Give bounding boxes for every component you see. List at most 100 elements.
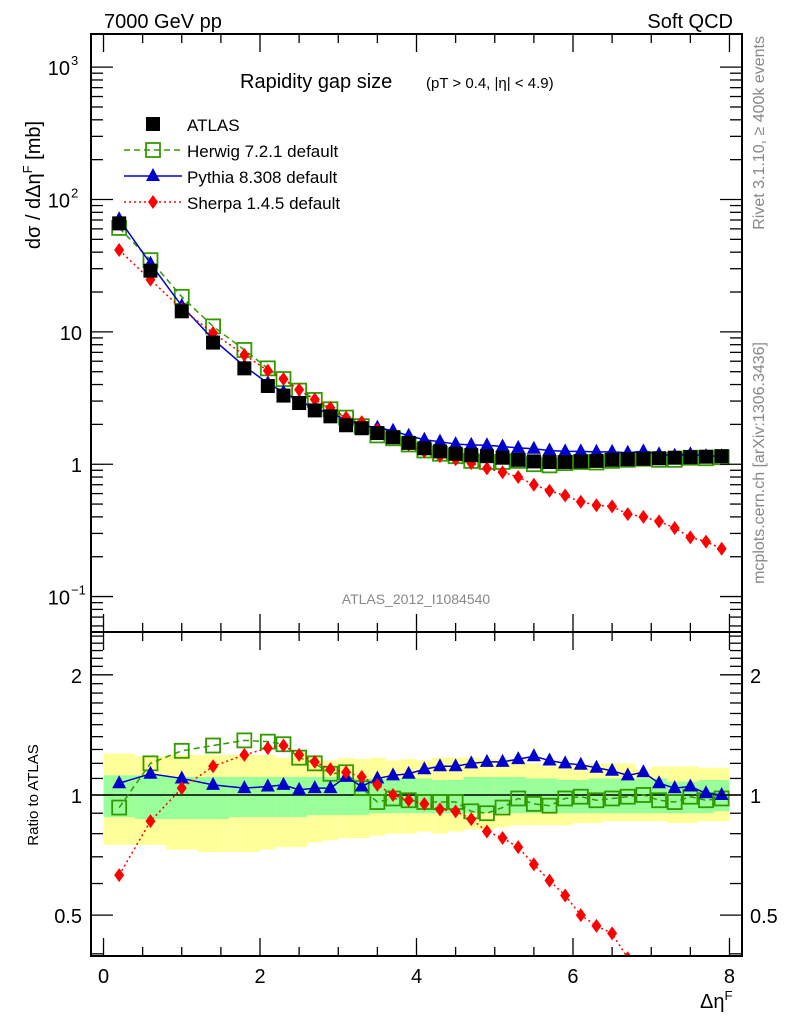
data-point (278, 738, 289, 753)
data-point (309, 392, 320, 407)
data-point (560, 888, 571, 903)
data-point (401, 765, 416, 779)
data-point (638, 509, 649, 524)
data-point (114, 868, 125, 883)
axes-frames (90, 33, 743, 957)
data-point (526, 748, 541, 762)
data-point (699, 785, 714, 799)
data-point (236, 732, 253, 749)
data-point (605, 452, 620, 467)
data-point (513, 470, 524, 485)
data-point (560, 488, 571, 503)
data-point (464, 436, 479, 450)
data-point (620, 767, 635, 781)
data-point (701, 534, 712, 549)
data-point (542, 442, 557, 456)
data-point (558, 454, 573, 469)
data-point (372, 777, 383, 792)
data-point (589, 443, 604, 457)
data-point (448, 446, 463, 461)
data-point (624, 951, 632, 956)
data-point (651, 792, 667, 809)
data-point (260, 378, 275, 393)
data-point (276, 388, 291, 403)
legend-label: Pythia 8.308 default (187, 168, 338, 187)
ratio-y-tick-label-right: 2 (750, 666, 761, 688)
data-point (591, 918, 602, 933)
band-stat-bin (338, 776, 354, 816)
data-point (511, 751, 526, 765)
data-point (479, 449, 494, 464)
main-series-pythia (112, 211, 729, 462)
data-point (323, 409, 338, 424)
data-point (370, 770, 385, 784)
data-point (605, 762, 620, 776)
data-point (432, 433, 447, 447)
band-stat-bin (635, 778, 652, 814)
legend-entry: Herwig 7.2.1 default (124, 142, 338, 161)
band-stat-bin (322, 776, 339, 816)
data-point (544, 483, 555, 498)
data-point (667, 450, 682, 465)
data-point (325, 762, 336, 777)
data-point (278, 372, 289, 387)
data-point (716, 541, 727, 556)
series-line (118, 249, 722, 550)
data-point (607, 926, 618, 941)
data-point (292, 781, 307, 795)
data-point (294, 382, 305, 397)
data-point (588, 792, 605, 809)
data-point (417, 761, 432, 775)
data-point (354, 421, 369, 436)
legend-label: Herwig 7.2.1 default (187, 142, 338, 161)
data-point (714, 449, 729, 464)
data-point (401, 435, 416, 450)
data-point (262, 363, 273, 378)
band-stat-bin (572, 780, 589, 814)
x-axis-label: ΔηF (700, 988, 732, 1013)
data-point (339, 418, 354, 433)
data-point (114, 243, 125, 258)
chart-title: Rapidity gap size (240, 71, 392, 93)
data-point (526, 440, 541, 454)
data-point (112, 216, 127, 231)
band-stat-bin (588, 778, 605, 814)
data-point (260, 778, 275, 792)
band-stat-bin (306, 776, 323, 816)
data-point (494, 799, 511, 816)
data-point (542, 752, 557, 766)
data-point (528, 477, 539, 492)
data-point (448, 758, 463, 772)
data-point (466, 812, 477, 827)
data-point (573, 756, 588, 770)
data-point (386, 767, 401, 781)
data-point (542, 454, 557, 469)
data-point (388, 787, 399, 802)
data-point (511, 452, 526, 467)
data-point (481, 824, 492, 839)
data-point (591, 498, 602, 513)
data-point (513, 840, 524, 855)
data-point (403, 793, 414, 808)
data-point (589, 759, 604, 773)
data-point (619, 788, 636, 805)
data-point (341, 765, 352, 780)
data-point (432, 758, 447, 772)
data-point (635, 787, 652, 803)
data-point (239, 747, 250, 762)
data-point (176, 781, 187, 796)
ratio-y-tick-label: 1 (71, 786, 82, 808)
data-point (237, 361, 252, 376)
data-point (685, 530, 696, 545)
data-point (541, 797, 558, 814)
data-point (479, 753, 494, 767)
data-point (573, 443, 588, 457)
data-point (652, 451, 667, 466)
band-stat-bin (557, 780, 573, 814)
legend-entry: ATLAS (146, 116, 240, 135)
data-point (699, 449, 714, 464)
y-tick-label: 1 (71, 455, 82, 477)
data-point (526, 454, 541, 469)
